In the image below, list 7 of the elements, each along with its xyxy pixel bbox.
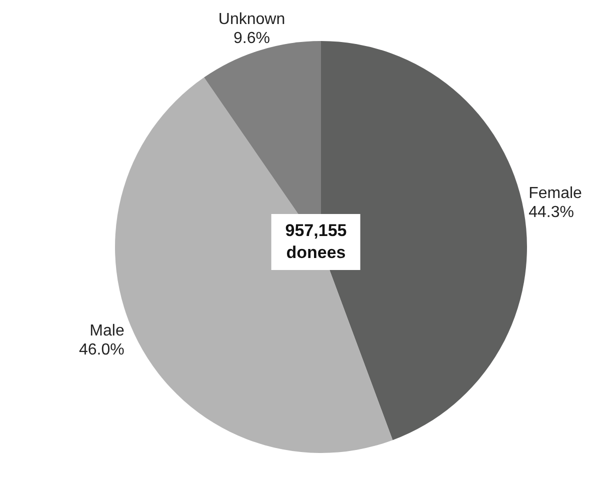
slice-label: Female <box>528 184 582 202</box>
data-label: 9.6% <box>234 30 270 47</box>
data-label: 44.3% <box>528 204 574 221</box>
text: 957,155 donees <box>285 220 347 264</box>
slice-label: Male <box>90 322 124 340</box>
slice-label: Unknown <box>218 10 286 28</box>
data-label: 46.0% <box>78 342 124 359</box>
